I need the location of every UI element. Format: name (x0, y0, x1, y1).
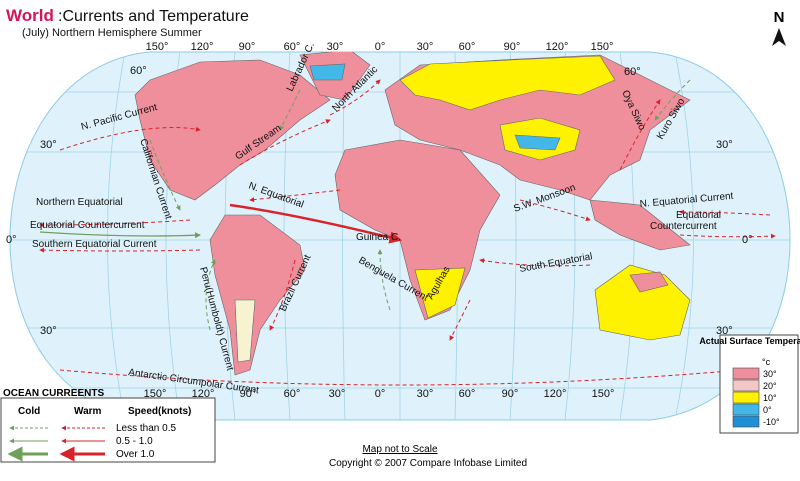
longitude-label: 60° (284, 388, 301, 400)
temperature-swatch (732, 367, 760, 380)
north-arrow (772, 28, 786, 46)
temperature-swatch (732, 391, 760, 404)
south-america (209, 214, 306, 376)
longitude-label: 150° (146, 41, 169, 53)
tibet-cold (514, 134, 561, 151)
current-label: Northern Equatorial (36, 197, 123, 208)
current-label: Equatorial Countercurrent (30, 220, 145, 231)
longitude-label: 120° (546, 41, 569, 53)
longitude-label: 30° (417, 41, 434, 53)
longitude-label: 60° (284, 41, 301, 53)
north-label: N (774, 9, 785, 26)
latitude-label: 30° (40, 325, 57, 337)
legend-cold: Cold (18, 406, 40, 417)
copyright: Copyright © 2007 Compare Infobase Limite… (329, 458, 527, 469)
longitude-label: 120° (192, 388, 215, 400)
currents-legend-box (0, 397, 216, 463)
temperature-swatch (732, 379, 760, 392)
south-africa-cool (414, 267, 466, 319)
scale-note: Map not to Scale (362, 444, 437, 455)
latitude-label: 60° (624, 66, 641, 78)
title: :Currents and Temperature (58, 8, 249, 25)
temperature-swatch (732, 403, 760, 416)
longitude-label: 120° (544, 388, 567, 400)
latitude-label: 0° (6, 234, 17, 246)
andes (234, 299, 256, 363)
longitude-label: 150° (144, 388, 167, 400)
speed-label: 0.5 - 1.0 (116, 436, 153, 447)
current-label: Equatorial (676, 210, 721, 221)
longitude-label: 60° (459, 41, 476, 53)
speed-label: Over 1.0 (116, 449, 155, 460)
longitude-label: 0° (375, 388, 386, 400)
temperature-label: 0° (763, 405, 772, 415)
longitude-label: 0° (375, 41, 386, 53)
latitude-label: 30° (40, 139, 57, 151)
longitude-label: 30° (417, 388, 434, 400)
indonesia (589, 199, 691, 251)
subtitle: (July) Northern Hemisphere Summer (22, 27, 202, 39)
title-highlight: World (6, 6, 54, 25)
temperature-label: -10° (763, 417, 780, 427)
temperature-label: 30° (763, 369, 777, 379)
longitude-label: 60° (459, 388, 476, 400)
currents-legend-title: OCEAN CURREENTS (3, 388, 104, 399)
title-box (0, 0, 272, 40)
temperature-items: 30° 20° 10° 0° -10° (732, 367, 780, 428)
current-label: Southern Equatorial Current (32, 239, 157, 250)
currents (39, 79, 776, 386)
current-label: Countercurrent (650, 221, 717, 232)
longitude-label: 120° (191, 41, 214, 53)
longitude-label: 150° (592, 388, 615, 400)
current-label: Guinea C. (356, 232, 401, 243)
temperature-swatch (732, 415, 760, 428)
latitude-label: 30° (716, 139, 733, 151)
longitude-label: 150° (591, 41, 614, 53)
longitude-label: 30° (327, 41, 344, 53)
longitude-label: 90° (504, 41, 521, 53)
longitude-label: 90° (239, 41, 256, 53)
longitude-label: 90° (240, 388, 257, 400)
greenland-cold (309, 63, 346, 81)
landmasses (134, 52, 691, 376)
longitude-label: 30° (329, 388, 346, 400)
legend-swatches (7, 425, 105, 462)
speed-rows: Less than 0.5 0.5 - 1.0 Over 1.0 (116, 423, 176, 460)
temperature-unit: °c (762, 357, 771, 367)
legend-speed: Speed(knots) (128, 406, 191, 417)
latitude-label: 60° (130, 65, 147, 77)
longitude-label: 90° (502, 388, 519, 400)
temperature-label: 10° (763, 393, 777, 403)
speed-label: Less than 0.5 (116, 423, 176, 434)
temperature-label: 20° (763, 381, 777, 391)
siberia-cool (399, 55, 616, 111)
temperature-legend-title: Actual Surface Temperature (699, 336, 800, 346)
latitude-label: 0° (742, 234, 753, 246)
legend-warm: Warm (74, 406, 102, 417)
north-australia (629, 271, 669, 293)
latitude-label: 30° (716, 325, 733, 337)
